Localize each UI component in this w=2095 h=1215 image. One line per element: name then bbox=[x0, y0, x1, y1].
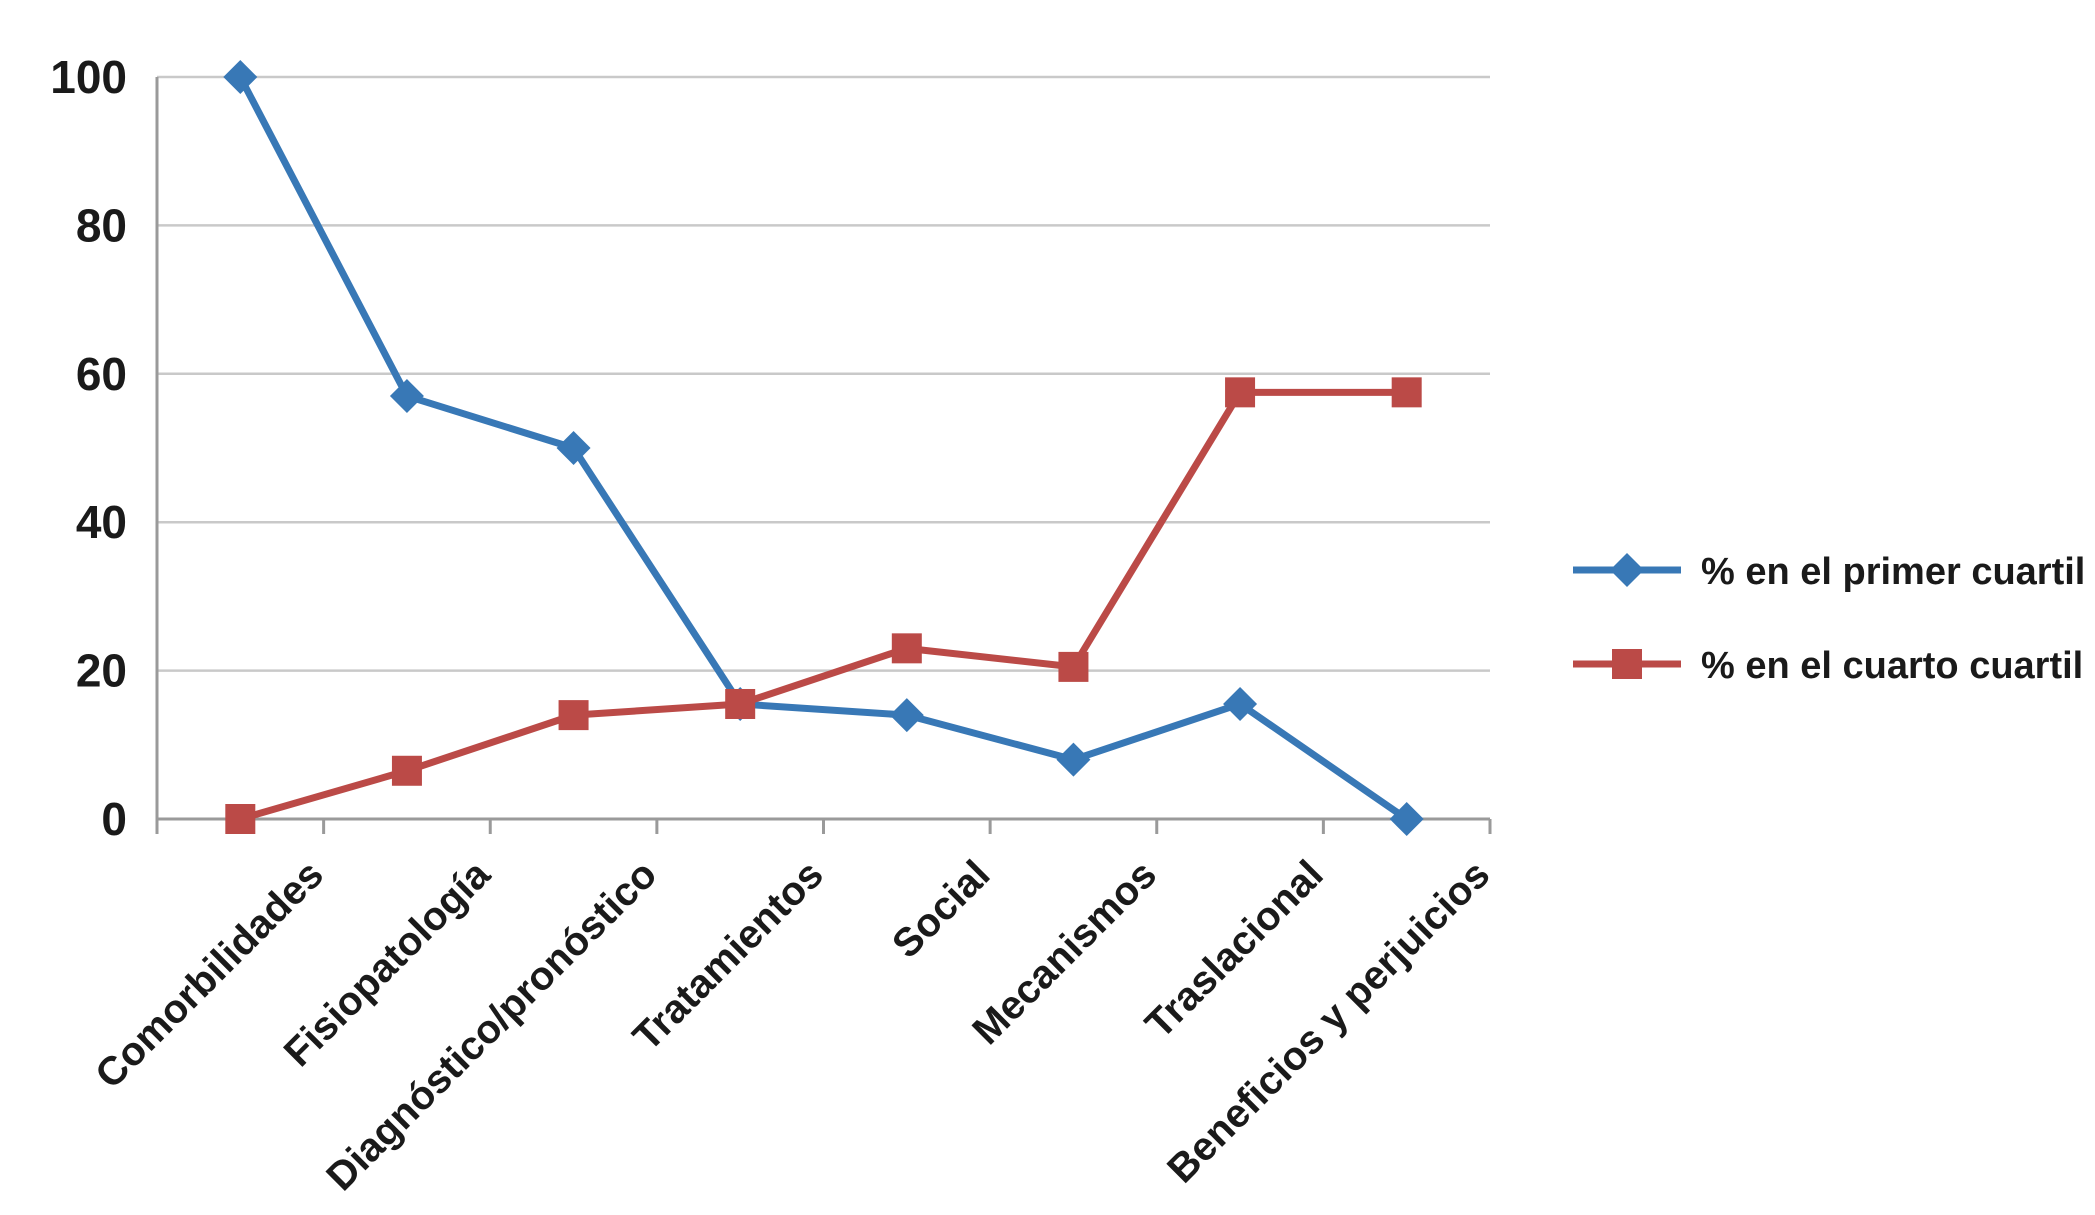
series-line bbox=[236, 73, 1411, 823]
series-line bbox=[236, 388, 1411, 823]
diamond-marker bbox=[223, 60, 258, 94]
square-marker bbox=[558, 700, 589, 731]
y-tick-label: 60 bbox=[76, 348, 127, 400]
y-tick-label: 80 bbox=[76, 199, 127, 251]
legend-entry: % en el cuarto cuartil bbox=[1573, 645, 2083, 687]
square-marker bbox=[1225, 377, 1256, 408]
diamond-marker bbox=[389, 379, 424, 414]
y-tick-label: 0 bbox=[101, 793, 127, 845]
square-marker bbox=[225, 804, 256, 834]
diamond-marker bbox=[889, 698, 924, 733]
square-marker bbox=[891, 633, 922, 664]
axes bbox=[155, 77, 1492, 834]
diamond-marker bbox=[1056, 742, 1091, 777]
square-marker bbox=[1058, 651, 1089, 682]
square-marker bbox=[725, 688, 756, 719]
y-tick-label: 40 bbox=[76, 496, 127, 548]
legend-label: % en el cuarto cuartil bbox=[1701, 645, 2083, 687]
diamond-marker bbox=[1389, 802, 1424, 836]
square-marker bbox=[391, 755, 422, 786]
y-tick-label: 20 bbox=[76, 645, 127, 697]
legend-entry: % en el primer cuartil bbox=[1573, 551, 2085, 593]
diamond-marker bbox=[1223, 686, 1258, 721]
square-marker bbox=[1612, 649, 1642, 679]
y-axis-labels: 0 20 40 60 80 100 bbox=[50, 51, 127, 845]
diamond-marker bbox=[556, 431, 591, 465]
y-tick-label: 100 bbox=[50, 51, 127, 103]
square-marker bbox=[1391, 377, 1422, 408]
legend: % en el primer cuartil % en el cuarto cua… bbox=[1573, 551, 2085, 687]
legend-label: % en el primer cuartil bbox=[1701, 551, 2085, 593]
diamond-marker bbox=[1610, 553, 1644, 587]
series--en-el-cuarto-cuartil bbox=[225, 377, 1422, 834]
